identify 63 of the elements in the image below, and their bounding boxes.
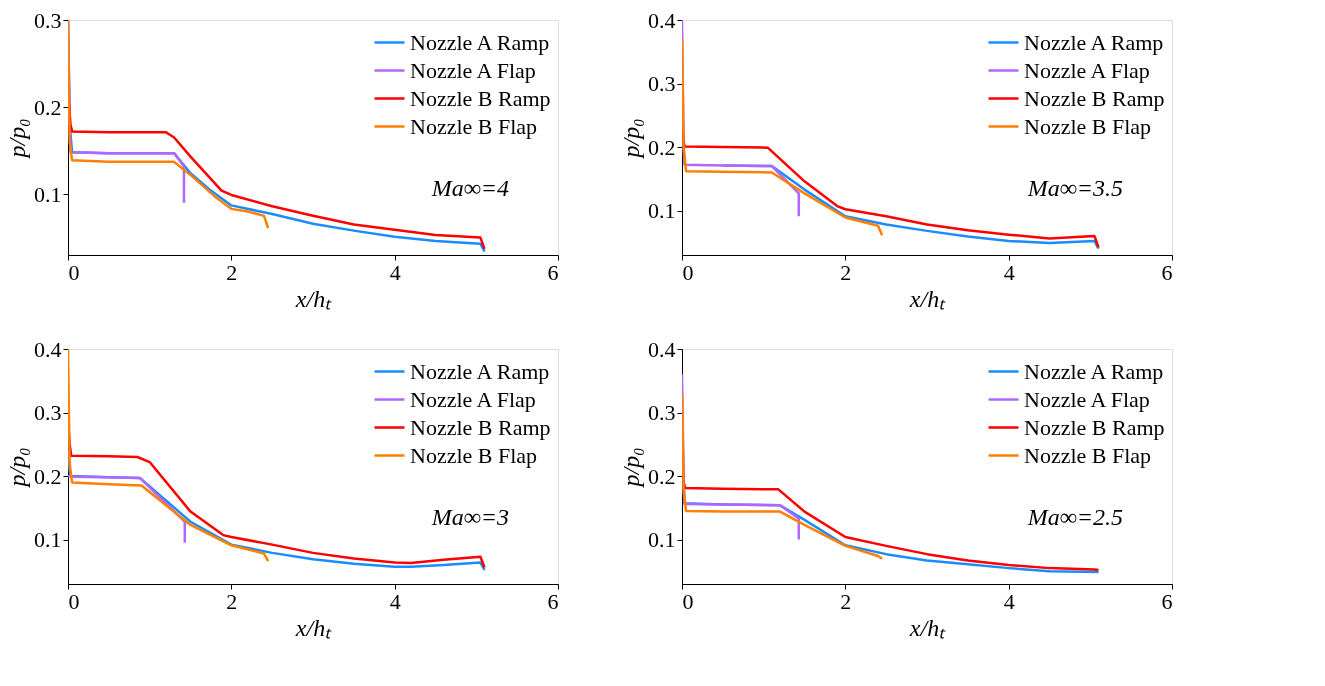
y-tick-label: 0.4 [648,336,676,362]
y-tick-label: 0.1 [648,527,676,553]
legend-label: Nozzle B Ramp [410,85,551,111]
x-tick-label: 0 [68,259,80,285]
x-tick-label: 2 [840,259,852,285]
x-tick-label: 6 [1161,588,1173,614]
y-tick-label: 0.1 [34,181,62,207]
y-tick-label: 0.3 [34,7,62,33]
line-series [68,20,270,230]
legend-label: Nozzle B Flap [410,442,538,468]
legend-label: Nozzle A Ramp [410,29,550,55]
legend-label: Nozzle A Ramp [410,358,550,384]
y-axis-title: p/p₀ [618,118,644,160]
x-tick-label: 0 [682,588,694,614]
x-tick-label: 2 [840,588,852,614]
legend-label: Nozzle B Flap [1024,113,1152,139]
x-tick-label: 4 [1003,259,1015,285]
legend-label: Nozzle B Ramp [1024,414,1165,440]
annotation: Ma∞=3.5 [1026,175,1123,202]
legend-label: Nozzle A Ramp [1024,358,1164,384]
y-axis-title: p/p₀ [618,447,644,489]
x-axis-title: x/hₜ [908,614,947,641]
x-tick-label: 4 [1003,588,1015,614]
legend-label: Nozzle A Flap [410,386,536,412]
x-tick-label: 4 [389,588,401,614]
y-tick-label: 0.3 [34,400,62,426]
y-tick-label: 0.2 [34,463,62,489]
x-axis-title: x/hₜ [294,285,333,312]
y-tick-label: 0.2 [34,94,62,120]
legend-label: Nozzle B Flap [1024,442,1152,468]
x-axis-title: x/hₜ [294,614,333,641]
y-tick-label: 0.3 [648,71,676,97]
x-tick-label: 6 [547,588,559,614]
y-axis-title: p/p₀ [4,118,30,160]
line-series [68,349,270,563]
legend-label: Nozzle A Flap [1024,57,1150,83]
y-axis-title: p/p₀ [4,447,30,489]
legend-label: Nozzle B Flap [410,113,538,139]
x-axis-title: x/hₜ [908,285,947,312]
line-series [682,392,884,560]
x-tick-label: 4 [389,259,401,285]
legend-label: Nozzle A Ramp [1024,29,1164,55]
legend-label: Nozzle A Flap [410,57,536,83]
legend-label: Nozzle B Ramp [410,414,551,440]
y-tick-label: 0.4 [34,336,62,362]
legend-label: Nozzle B Ramp [1024,85,1165,111]
y-tick-label: 0.1 [34,527,62,553]
line-series [682,37,884,237]
y-tick-label: 0.3 [648,400,676,426]
y-tick-label: 0.2 [648,134,676,160]
x-tick-label: 0 [682,259,694,285]
x-tick-label: 2 [226,588,238,614]
y-tick-label: 0.4 [648,7,676,33]
y-tick-label: 0.1 [648,198,676,224]
legend-label: Nozzle A Flap [1024,386,1150,412]
x-tick-label: 6 [547,259,559,285]
annotation: Ma∞=3 [430,504,509,531]
annotation: Ma∞=2.5 [1026,504,1123,531]
x-tick-label: 0 [68,588,80,614]
x-tick-label: 6 [1161,259,1173,285]
y-tick-label: 0.2 [648,463,676,489]
annotation: Ma∞=4 [430,175,509,202]
x-tick-label: 2 [226,259,238,285]
